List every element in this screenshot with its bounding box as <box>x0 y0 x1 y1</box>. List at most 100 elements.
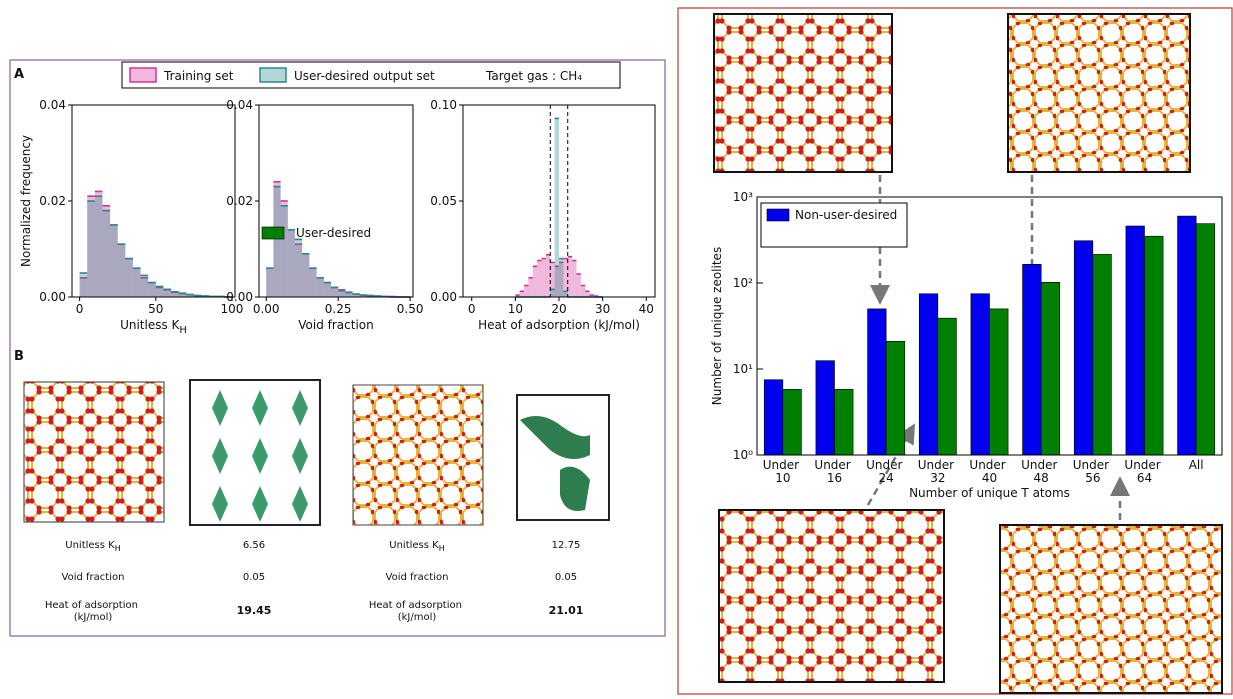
legend-swatch <box>262 227 284 239</box>
legend-swatch <box>130 68 156 82</box>
y-tick-label: 10⁰ <box>733 448 753 462</box>
table-cell: Heat of adsorption (kJ/mol) <box>45 600 141 623</box>
table-cell: Heat of adsorption (kJ/mol) <box>369 600 465 623</box>
table-cell: Unitless KH <box>389 540 444 553</box>
histogram-bar <box>87 201 95 297</box>
x-tick-label-line: Under <box>1073 458 1113 472</box>
histogram-bar <box>156 286 164 297</box>
histogram-bar <box>273 187 280 297</box>
histogram-bar <box>288 230 295 297</box>
legend-label: User-desired <box>296 226 371 240</box>
figure: A B 0.000.020.04050100Unitless KHNormali… <box>0 0 1233 695</box>
x-tick-label: 40 <box>639 302 654 316</box>
table-cell: 0.05 <box>243 572 265 583</box>
bar <box>1023 264 1042 455</box>
bar <box>1126 226 1145 455</box>
x-tick-label-line: 10 <box>775 471 790 485</box>
histogram-bar <box>141 275 149 297</box>
table-cell-text: Unitless K <box>65 540 115 551</box>
x-axis-label-text: Unitless K <box>120 318 180 332</box>
x-tick-label-line: 56 <box>1085 471 1100 485</box>
histogram-bar <box>266 268 273 297</box>
table-cell-sub: H <box>115 544 121 553</box>
y-tick-label: 10³ <box>733 190 753 204</box>
histogram-bar <box>302 254 309 297</box>
x-tick-label-line: Under <box>1124 458 1164 472</box>
x-tick-label-line: 16 <box>827 471 842 485</box>
x-tick-label: Under 56 <box>1073 458 1113 485</box>
y-tick-label: 0.02 <box>39 194 66 208</box>
y-tick-label: 10¹ <box>733 362 753 376</box>
histogram-bar <box>125 259 133 297</box>
bar <box>868 309 887 455</box>
x-tick-label-line: 48 <box>1034 471 1049 485</box>
x-tick-label: 100 <box>221 302 244 316</box>
histogram-bar <box>309 268 316 297</box>
y-tick-label: 0.04 <box>39 98 66 112</box>
histogram-bar <box>568 257 572 297</box>
histogram-bar <box>331 287 338 297</box>
histogram-bar <box>133 268 141 297</box>
histogram-bar <box>533 266 537 297</box>
x-tick-label-line: Under <box>814 458 854 472</box>
x-tick-label: 0 <box>468 302 476 316</box>
x-tick-label-line: Under <box>1021 458 1061 472</box>
bar <box>764 380 783 455</box>
x-tick-label-line: 64 <box>1137 471 1152 485</box>
legend-label: User-desired output set <box>294 69 435 83</box>
table-cell: 19.45 <box>237 604 272 617</box>
histogram-bar <box>585 291 589 297</box>
histogram-bar <box>118 244 126 297</box>
y-tick-label: 0.00 <box>430 290 457 304</box>
bar <box>1074 241 1093 455</box>
y-tick-label: 0.02 <box>226 194 253 208</box>
legend-label: Training set <box>163 69 234 83</box>
x-tick-label: All <box>1189 458 1204 472</box>
histogram-bar <box>550 289 554 297</box>
histogram-bar <box>555 118 559 297</box>
table-cell-text: Unitless K <box>389 540 439 551</box>
x-tick-label: Under 48 <box>1021 458 1061 485</box>
bar <box>886 341 905 455</box>
x-axis-label-sub: H <box>179 325 187 336</box>
histogram-bar <box>338 291 345 297</box>
y-tick-label: 0.00 <box>226 290 253 304</box>
histogram-bar <box>581 285 585 297</box>
x-tick-label-line: 32 <box>930 471 945 485</box>
bar <box>1196 224 1215 455</box>
y-tick-label: 0.04 <box>226 98 253 112</box>
x-axis-label: Number of unique T atoms <box>909 486 1070 500</box>
x-tick-label: 30 <box>595 302 610 316</box>
table-cell-sub: H <box>439 544 445 553</box>
table-cell: Unitless KH <box>65 540 120 553</box>
bar <box>971 294 990 455</box>
y-tick-label: 0.05 <box>430 194 457 208</box>
x-tick-label: Under 16 <box>814 458 854 485</box>
x-tick-label-line: Under <box>969 458 1009 472</box>
table-cell: Void fraction <box>386 572 449 583</box>
histogram-bar <box>163 289 171 297</box>
table-cell: 6.56 <box>243 540 265 551</box>
y-tick-label: 0.10 <box>430 98 457 112</box>
histogram-bar <box>537 261 541 297</box>
histogram-bar <box>148 283 156 297</box>
histogram-bar <box>281 206 288 297</box>
histogram-bar <box>524 285 528 297</box>
histogram-bar <box>317 278 324 297</box>
x-tick-label: 20 <box>551 302 566 316</box>
histogram-bar <box>102 211 110 297</box>
bar <box>938 318 957 455</box>
histogram-bar <box>324 283 331 297</box>
x-tick-label: 50 <box>148 302 163 316</box>
x-tick-label: 0.00 <box>253 302 280 316</box>
x-tick-label: Under 40 <box>969 458 1009 485</box>
x-axis-label-text: Void fraction <box>298 318 373 332</box>
histogram-bar <box>563 291 567 297</box>
y-tick-label: 10² <box>733 276 753 290</box>
table-cell: Void fraction <box>62 572 125 583</box>
table-cell: 21.01 <box>549 604 584 617</box>
x-tick-label-line: 24 <box>879 471 894 485</box>
bar <box>1178 216 1197 455</box>
panel-label: A <box>14 67 24 82</box>
x-tick-label-line: Under <box>866 458 906 472</box>
